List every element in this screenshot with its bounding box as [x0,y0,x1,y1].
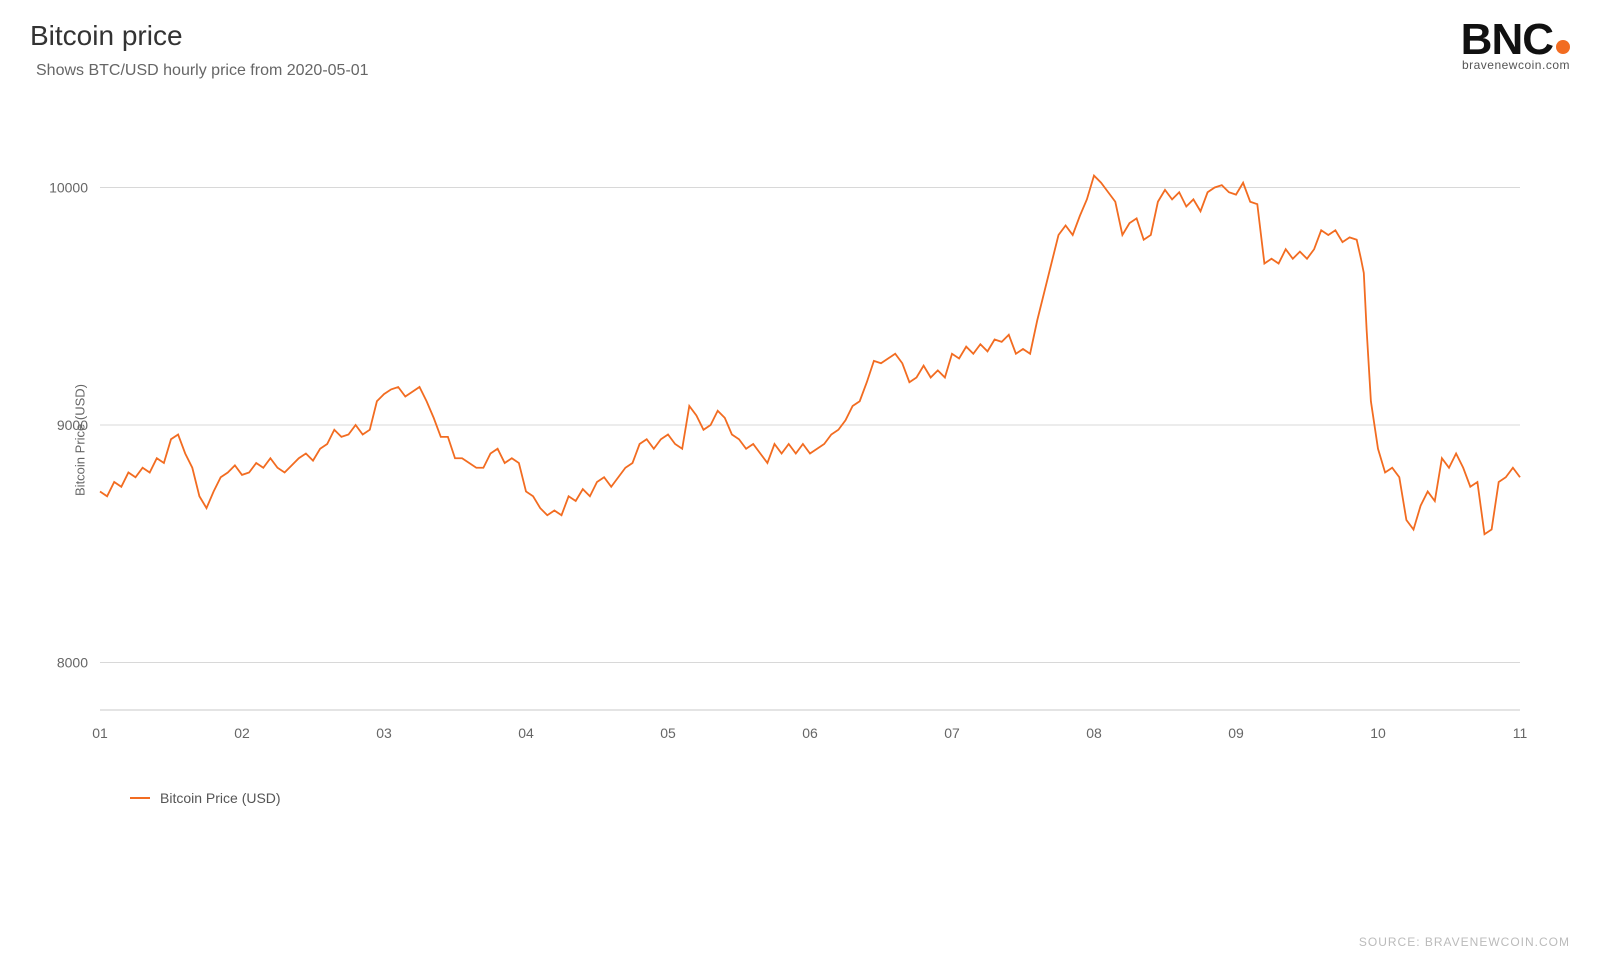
svg-text:11: 11 [1513,725,1528,741]
svg-text:8000: 8000 [57,655,88,671]
svg-text:08: 08 [1086,725,1102,741]
brand-logo: BNC bravenewcoin.com [1461,20,1570,72]
chart-title: Bitcoin price [30,20,369,52]
line-chart-svg: 80009000100000102030405060708091011 [30,120,1550,760]
svg-text:09: 09 [1228,725,1244,741]
svg-text:01: 01 [92,725,108,741]
logo-dot-icon [1556,40,1570,54]
chart-container: Bitcoin price Shows BTC/USD hourly price… [0,0,1600,969]
chart-area: Bitcoin Price (USD) 80009000100000102030… [30,120,1570,760]
svg-text:05: 05 [660,725,676,741]
chart-header: Bitcoin price Shows BTC/USD hourly price… [30,20,1570,80]
logo-subtext: bravenewcoin.com [1461,58,1570,72]
logo-text: BNC [1461,20,1570,60]
svg-text:10: 10 [1370,725,1386,741]
y-axis-label: Bitcoin Price (USD) [72,384,87,496]
chart-legend: Bitcoin Price (USD) [130,790,1570,806]
svg-text:06: 06 [802,725,818,741]
titles-block: Bitcoin price Shows BTC/USD hourly price… [30,20,369,80]
source-attribution: SOURCE: BRAVENEWCOIN.COM [1359,935,1570,949]
svg-text:02: 02 [234,725,250,741]
svg-text:04: 04 [518,725,534,741]
chart-subtitle: Shows BTC/USD hourly price from 2020-05-… [36,62,369,80]
legend-label: Bitcoin Price (USD) [160,790,281,806]
svg-text:07: 07 [944,725,960,741]
logo-letters: BNC [1461,20,1553,60]
svg-text:03: 03 [376,725,392,741]
svg-text:10000: 10000 [49,180,88,196]
legend-swatch-icon [130,797,150,799]
